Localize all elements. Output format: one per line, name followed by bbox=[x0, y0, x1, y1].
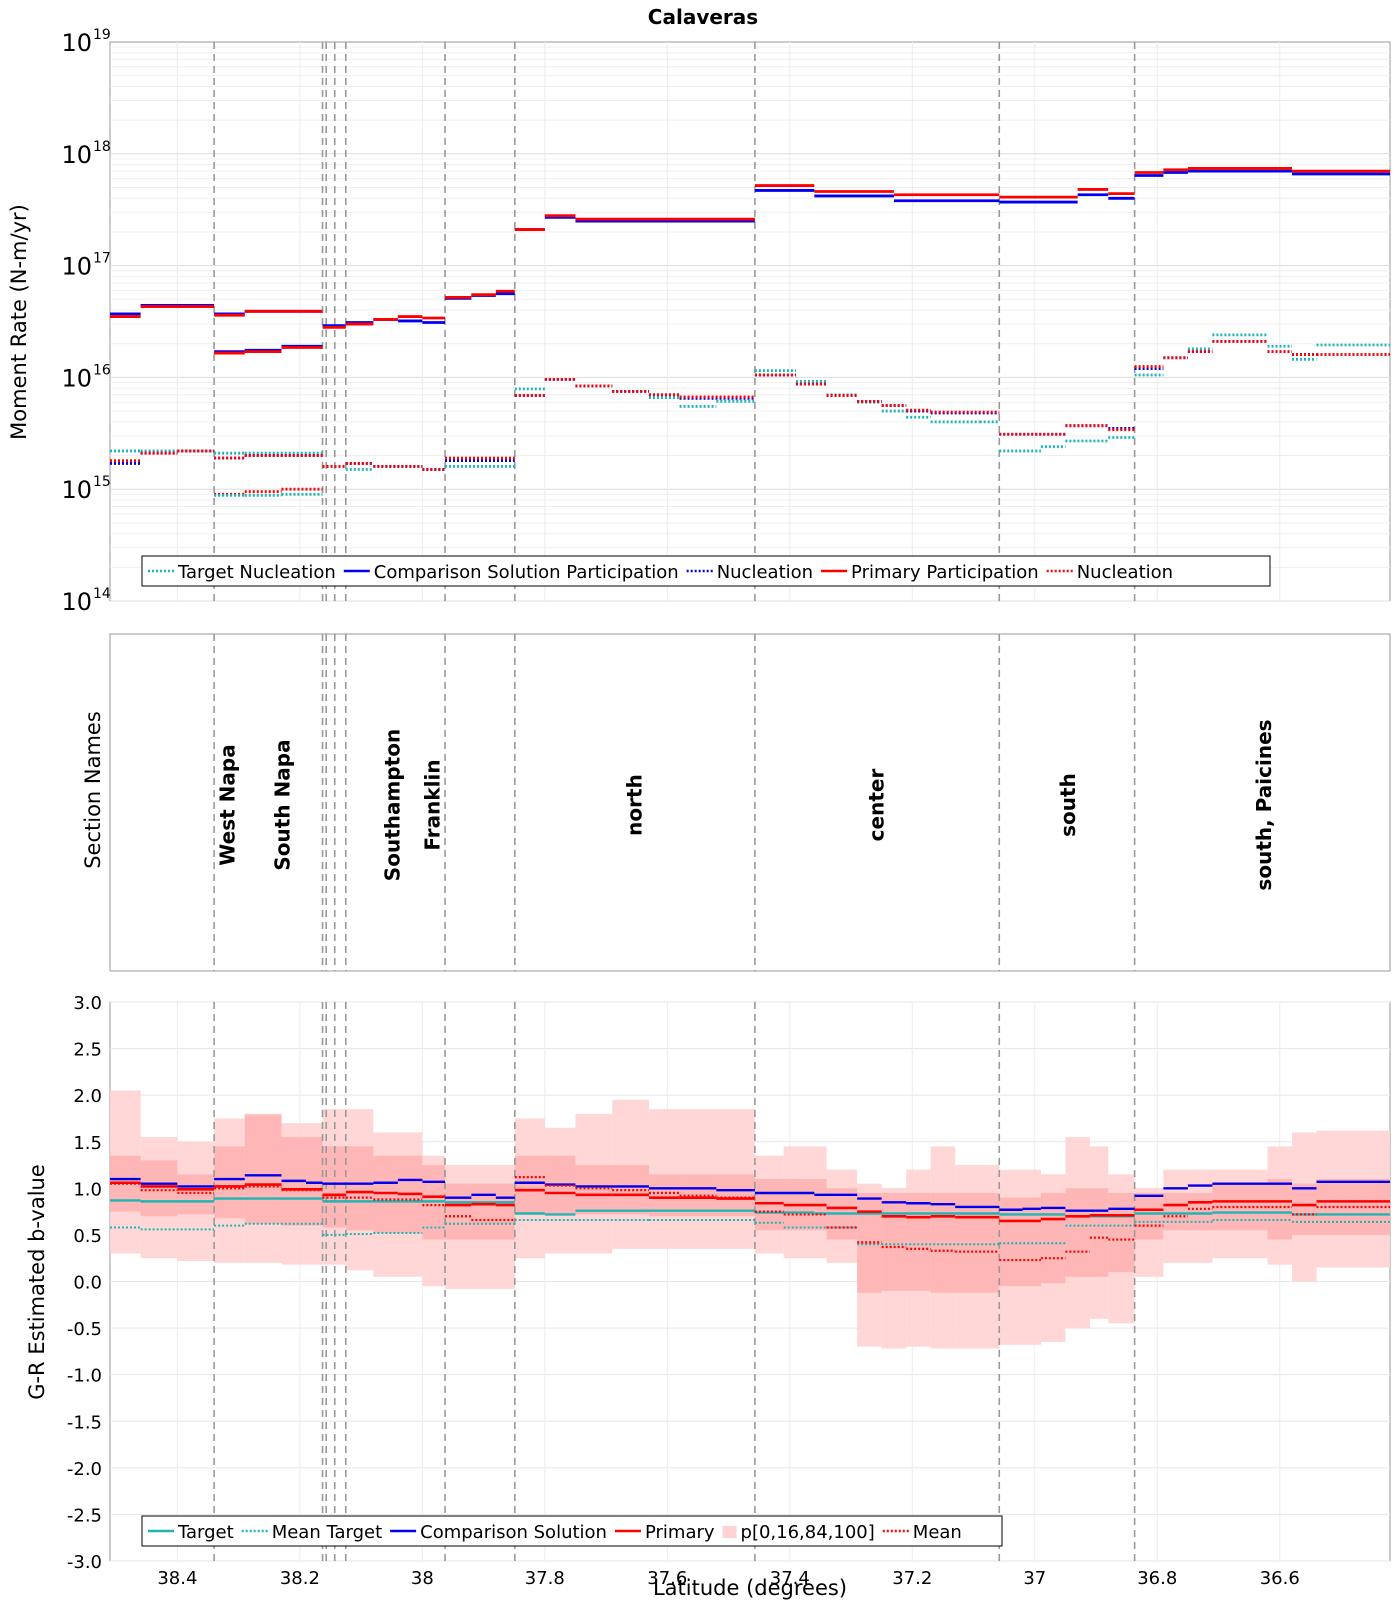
y-tick-label: 10 bbox=[61, 29, 92, 57]
bvalue-y-axis-label: G-R Estimated b-value bbox=[25, 1164, 49, 1400]
y-tick-label: 1.0 bbox=[73, 1179, 102, 1200]
y-tick-label: -1.5 bbox=[67, 1412, 102, 1433]
y-tick-exponent: 18 bbox=[93, 139, 111, 155]
legend-label: Mean Target bbox=[272, 1522, 382, 1543]
y-tick-label: 2.5 bbox=[73, 1040, 102, 1061]
y-tick-label: 0.5 bbox=[73, 1226, 102, 1247]
section-names-panel: West Napa South Napa Southampton Franklin no… bbox=[81, 633, 1391, 972]
band-inner bbox=[244, 1113, 282, 1224]
band-inner bbox=[1267, 1179, 1293, 1240]
y-tick-label: 0.0 bbox=[73, 1273, 102, 1294]
x-tick-label: 37 bbox=[1023, 1568, 1046, 1589]
band-inner bbox=[1065, 1188, 1109, 1277]
x-tick-label: 36.8 bbox=[1137, 1568, 1177, 1589]
legend-box bbox=[141, 555, 1271, 587]
legend-label: Primary bbox=[645, 1522, 715, 1543]
x-tick-label: 38 bbox=[411, 1568, 434, 1589]
y-tick-label: -1.0 bbox=[67, 1366, 102, 1387]
x-tick-label: 38.4 bbox=[157, 1568, 197, 1589]
legend-label: Nucleation bbox=[1077, 562, 1173, 583]
legend-swatch bbox=[722, 1526, 737, 1538]
y-tick-label: -2.5 bbox=[67, 1505, 102, 1526]
y-tick-label: -3.0 bbox=[67, 1552, 102, 1573]
y-tick-exponent: 16 bbox=[93, 362, 111, 378]
band-inner bbox=[648, 1174, 755, 1217]
section-name-label: center bbox=[865, 769, 889, 842]
band-inner bbox=[177, 1174, 215, 1215]
band-inner bbox=[1040, 1192, 1066, 1284]
bvalue-legend: Target Mean Target Comparison Solution Prim… bbox=[141, 1515, 1003, 1547]
y-tick-label: 1.5 bbox=[73, 1133, 102, 1154]
section-name-label: Southampton bbox=[381, 729, 405, 881]
moment-legend: Target Nucleation Comparison Solution Par… bbox=[141, 555, 1271, 587]
legend-label: Nucleation bbox=[717, 562, 813, 583]
band-inner bbox=[1108, 1192, 1135, 1273]
section-name-label: Franklin bbox=[421, 759, 445, 850]
sections-frame bbox=[109, 633, 1391, 972]
y-tick-label: 10 bbox=[61, 364, 92, 392]
band-inner bbox=[1163, 1192, 1213, 1231]
x-tick-label: 37.8 bbox=[525, 1568, 565, 1589]
band-inner bbox=[930, 1192, 1000, 1293]
legend-label: Primary Participation bbox=[851, 562, 1039, 583]
x-tick-label: 37.4 bbox=[770, 1568, 810, 1589]
y-tick-label: 3.0 bbox=[73, 993, 102, 1014]
x-tick-label: 36.6 bbox=[1260, 1568, 1300, 1589]
y-tick-exponent: 14 bbox=[93, 586, 111, 602]
y-tick-label: 2.0 bbox=[73, 1086, 102, 1107]
y-tick-exponent: 15 bbox=[93, 474, 111, 490]
x-tick-label: 37.2 bbox=[892, 1568, 932, 1589]
chart-title: Calaveras bbox=[648, 5, 758, 29]
band-inner bbox=[881, 1192, 931, 1291]
band-inner bbox=[445, 1183, 515, 1240]
y-tick-label: -0.5 bbox=[67, 1319, 102, 1340]
y-tick-label: 10 bbox=[61, 476, 92, 504]
b-value-panel: 3.0 2.5 2.0 1.5 1.0 0.5 0.0 -0.5 -1.0 -1.5 -2.0 -2.… bbox=[25, 993, 1391, 1600]
moment-plot-frame bbox=[109, 41, 1391, 602]
y-tick-label: 10 bbox=[61, 141, 92, 169]
section-name-label: south, Paicines bbox=[1252, 719, 1276, 890]
section-name-label: north bbox=[623, 774, 647, 836]
x-tick-label: 38.2 bbox=[280, 1568, 320, 1589]
band-inner bbox=[140, 1160, 178, 1217]
legend-label: Comparison Solution Participation bbox=[374, 562, 679, 583]
section-name-label: south bbox=[1056, 773, 1080, 837]
band-inner bbox=[345, 1146, 374, 1231]
legend-label: p[0,16,84,100] bbox=[741, 1522, 875, 1543]
legend-label: Target Nucleation bbox=[177, 562, 336, 583]
legend-label: Comparison Solution bbox=[420, 1522, 607, 1543]
y-tick-exponent: 19 bbox=[93, 27, 111, 43]
moment-y-axis-label: Moment Rate (N-m/yr) bbox=[7, 204, 31, 440]
legend-label: Mean bbox=[913, 1522, 962, 1543]
y-tick-label: -2.0 bbox=[67, 1459, 102, 1480]
sections-y-axis-label: Section Names bbox=[81, 711, 105, 869]
band-inner bbox=[999, 1197, 1041, 1287]
band-inner bbox=[1134, 1192, 1164, 1240]
band-inner bbox=[214, 1146, 245, 1219]
x-axis-label: Latitude (degrees) bbox=[653, 1576, 847, 1600]
x-tick-label: 37.6 bbox=[647, 1568, 687, 1589]
section-name-label: South Napa bbox=[270, 739, 294, 870]
y-tick-label: 10 bbox=[61, 253, 92, 281]
legend-label: Target bbox=[177, 1522, 234, 1543]
legend-box bbox=[141, 1515, 1003, 1547]
section-name-label: West Napa bbox=[215, 744, 239, 865]
y-tick-label: 10 bbox=[61, 588, 92, 616]
band-inner bbox=[1292, 1183, 1317, 1235]
y-tick-exponent: 17 bbox=[93, 251, 111, 267]
